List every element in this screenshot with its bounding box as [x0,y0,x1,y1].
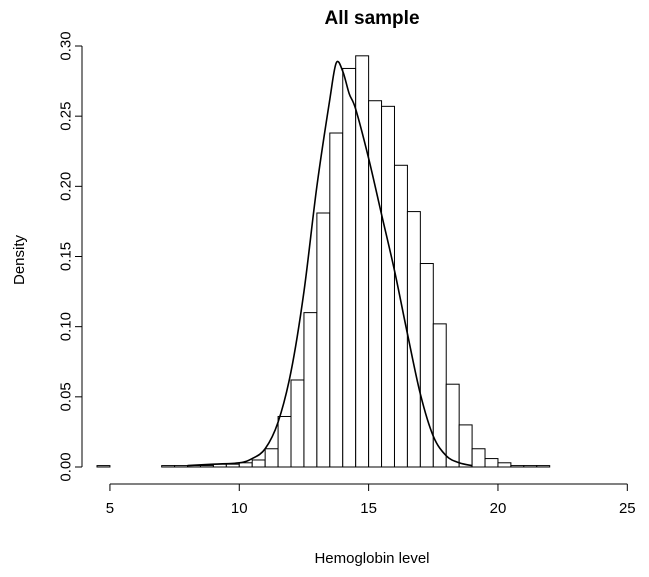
histogram-bar [303,312,318,468]
histogram-bar [510,465,525,468]
y-tick-label: 0.05 [58,382,75,411]
y-tick-label: 0.15 [58,242,75,271]
x-tick-label: 25 [619,500,636,517]
y-axis-label: Density [11,234,28,285]
y-tick-label: 0.30 [58,31,75,60]
histogram-bar [342,67,357,468]
histogram-bar [290,379,305,468]
histogram-bar [523,465,538,468]
histogram-bars [96,55,551,468]
x-axis: 5 10 15 20 25 [106,483,636,517]
histogram-bar [458,424,473,468]
histogram-bar [316,212,331,468]
histogram-bar [199,465,214,468]
x-tick-label: 10 [231,500,248,517]
histogram-bar [419,263,434,468]
histogram-bar [174,465,189,468]
histogram-bar [161,465,176,468]
histogram-bar [536,465,551,468]
x-axis-label: Hemoglobin level [314,550,429,567]
y-tick-label: 0.10 [58,312,75,341]
histogram-bar [251,459,266,468]
histogram-bar [445,383,460,468]
histogram-bar [381,105,395,468]
histogram-bar [264,448,279,468]
y-tick-label: 0.20 [58,172,75,201]
histogram-bar [471,448,486,468]
histogram-bar [96,465,111,468]
y-tick-label: 0.00 [58,452,75,481]
histogram-bar [225,463,240,468]
histogram-bar [329,132,344,468]
x-tick-label: 20 [490,500,507,517]
density-curve [187,60,473,467]
chart-title: All sample [324,8,419,29]
x-tick-label: 5 [106,500,114,517]
histogram-bar [484,458,499,468]
x-tick-label: 15 [360,500,377,517]
y-tick-label: 0.25 [58,102,75,131]
histogram-bar [393,164,408,468]
histogram-bar [277,415,292,468]
y-axis: 0.00 0.05 0.10 0.15 0.20 0.25 0.30 [58,31,83,482]
histogram-bar [368,100,383,468]
histogram-bar [432,323,447,468]
histogram-bar [497,462,512,468]
histogram-bar [238,462,253,468]
